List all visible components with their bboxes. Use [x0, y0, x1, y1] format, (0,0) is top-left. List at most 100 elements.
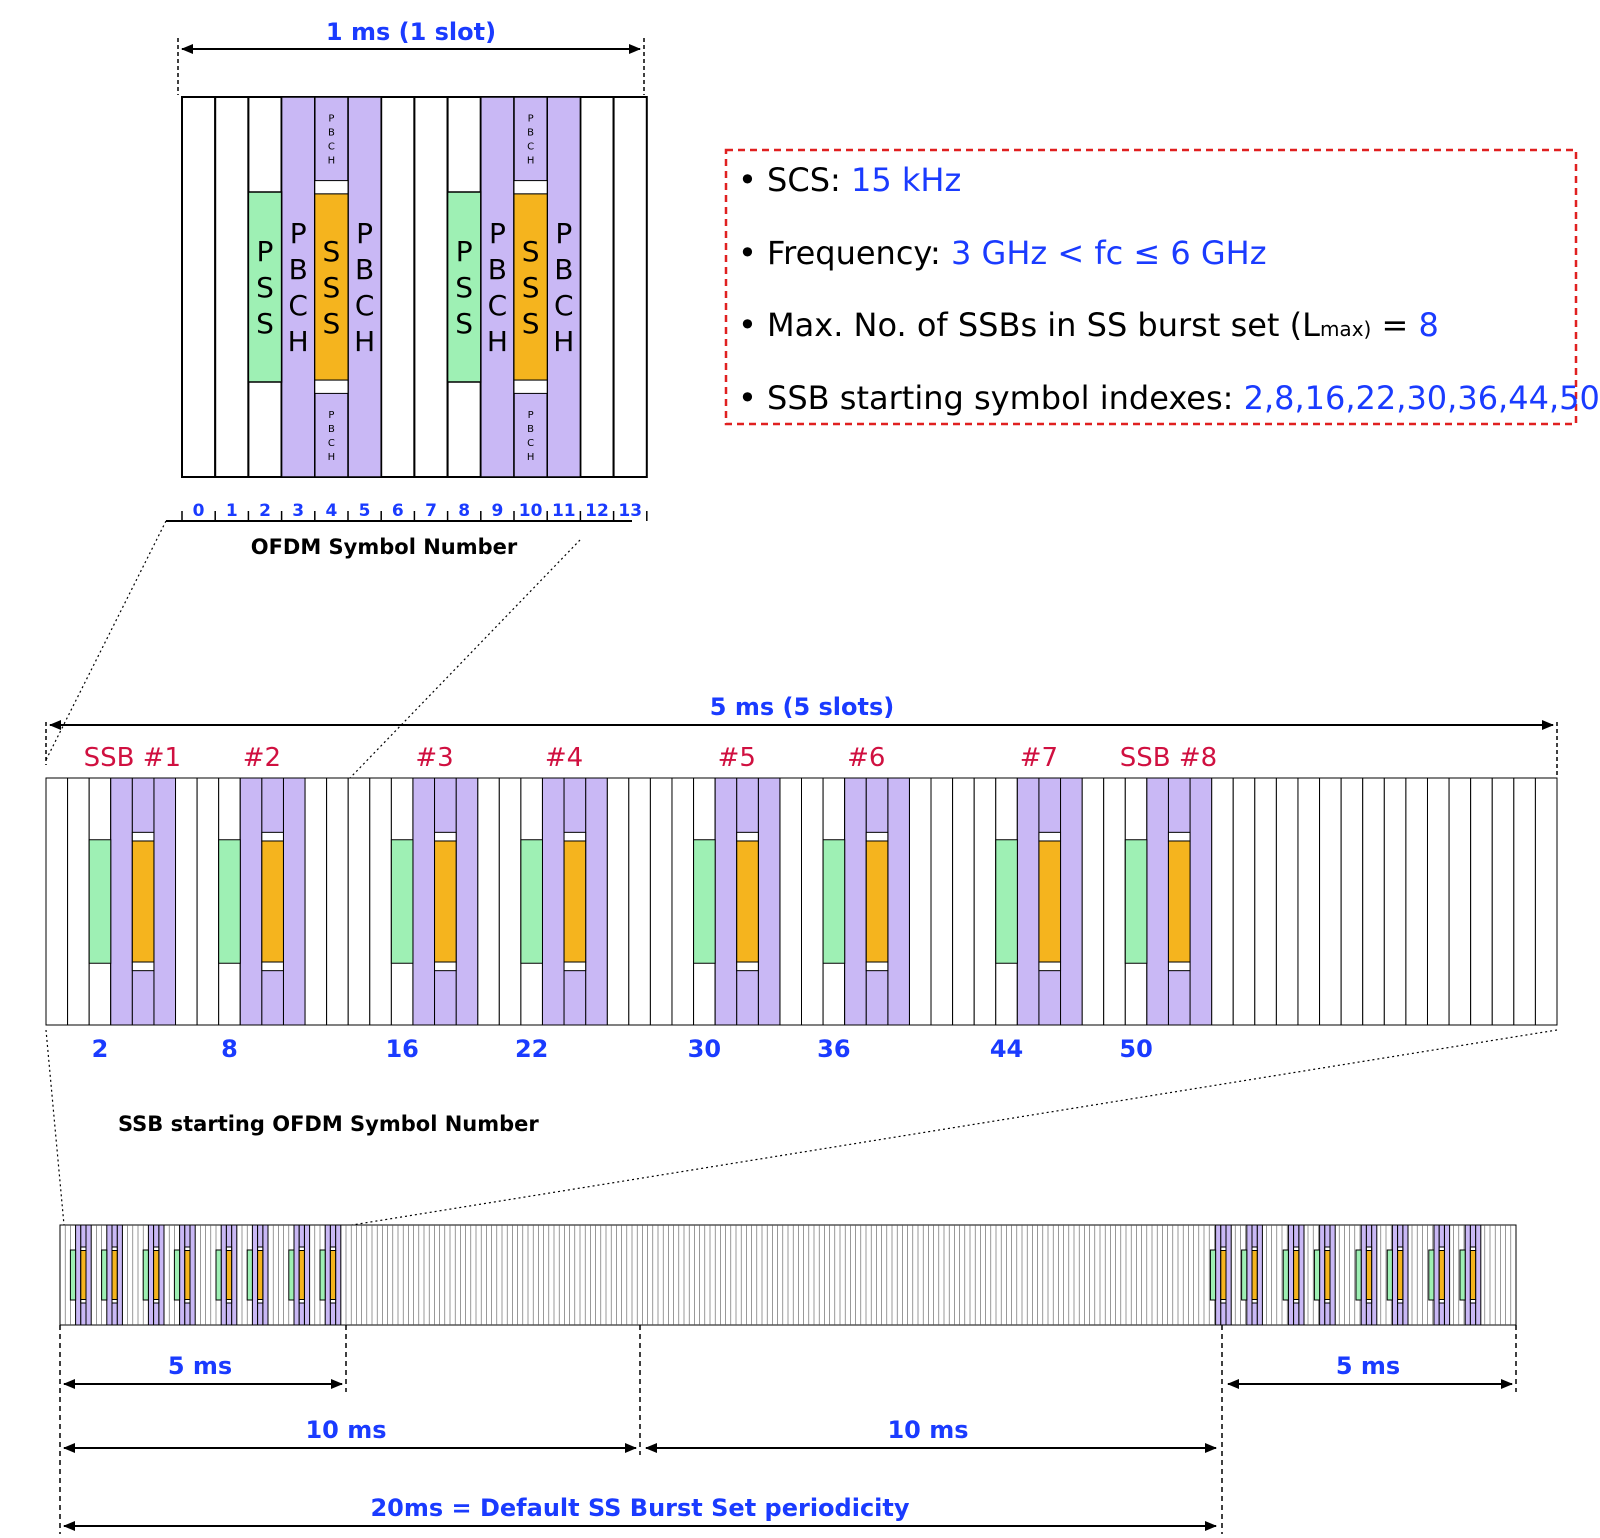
pbch-column: [1360, 1224, 1367, 1326]
pbch-column: [1225, 1224, 1232, 1326]
guard-band: [1251, 1246, 1258, 1251]
guard-band: [1365, 1246, 1373, 1251]
pbch-column: [1391, 1224, 1399, 1326]
guard-band: [298, 1246, 305, 1251]
pbch-label-char: H: [487, 325, 508, 358]
guard-band: [1469, 1246, 1477, 1251]
ofdm-symbol: [45, 777, 69, 1026]
pbch-column: [116, 1224, 123, 1326]
sss-block: [865, 840, 889, 963]
symbol-number-label: 12: [585, 501, 609, 521]
ssb-label: #3: [415, 743, 453, 773]
info-item-scs: • SCS: 15 kHz: [738, 161, 961, 199]
pbch-column: [1189, 777, 1213, 1026]
pbch-column: [546, 96, 582, 478]
ssb-start-label: 36: [817, 1035, 850, 1063]
sss-block: [257, 1250, 264, 1300]
ssb-start-label: 8: [221, 1035, 238, 1063]
pbch-small-label-char: C: [527, 438, 534, 449]
ofdm-symbol: [1491, 777, 1515, 1026]
pbch-column: [251, 1224, 259, 1326]
ofdm-symbol: [973, 777, 997, 1026]
pbch-column: [1256, 1224, 1263, 1326]
ssb-label: #4: [545, 743, 583, 773]
ofdm-symbol: [1340, 777, 1364, 1026]
pbch-small-label-char: H: [328, 452, 336, 463]
pbch-column: [1433, 1224, 1440, 1326]
guard-band: [563, 961, 587, 972]
guard-band: [434, 961, 457, 972]
guard-band: [225, 1299, 233, 1304]
pbch-small-label-char: C: [328, 438, 335, 449]
guard-band: [1038, 831, 1062, 842]
pbch-column: [179, 1224, 186, 1326]
pbch-column: [231, 1224, 238, 1326]
ssb-labels: SSB #1 #2 #3 #4 #5 #6 #7 SSB #8: [84, 743, 1218, 773]
guard-band: [257, 1299, 264, 1304]
ofdm-symbol: [1297, 777, 1321, 1026]
guard-band: [314, 180, 349, 195]
pbch-label-char: B: [488, 253, 507, 286]
guard-band: [111, 1246, 118, 1251]
pss-block: [446, 191, 482, 383]
pbch-column: [714, 777, 738, 1026]
sss-label-char: S: [323, 307, 341, 340]
period-5ms-label-second: 5 ms: [1336, 1352, 1400, 1380]
pss-block: [319, 1249, 326, 1301]
guard-band: [736, 961, 759, 972]
guard-band: [736, 831, 759, 842]
sss-block: [1438, 1250, 1445, 1300]
symbol-number-label: 10: [519, 501, 543, 521]
sss-label-char: S: [522, 307, 540, 340]
pss-block: [693, 839, 716, 964]
guard-band: [153, 1299, 160, 1304]
sss-block: [225, 1250, 233, 1300]
ssb-label: #7: [1020, 743, 1058, 773]
ofdm-symbol: [380, 96, 416, 478]
sss-block: [1167, 840, 1191, 963]
guard-band: [298, 1299, 305, 1304]
info-item-frequency: • Frequency: 3 GHz < fc ≤ 6 GHz: [738, 234, 1267, 272]
ssb-start-symbol-labels: 2 8 16 22 30 36 44 50: [92, 1035, 1153, 1063]
symbol-number-label: 1: [226, 501, 238, 521]
sss-label-char: S: [522, 235, 540, 268]
pbch-small-label-char: P: [328, 113, 334, 124]
guard-band: [1438, 1299, 1445, 1304]
pss-block: [246, 1249, 253, 1301]
guard-band: [261, 831, 284, 842]
guard-band: [1220, 1299, 1227, 1304]
slot-symbol-grid: PSSPBCHSSSPBCHPBCHPBCHPSSPBCHSSSPBCHPBCH…: [181, 96, 648, 478]
pbch-column: [335, 1224, 342, 1326]
ssb-start-label: 50: [1119, 1035, 1152, 1063]
guard-band: [1167, 831, 1191, 842]
sss-block: [736, 840, 759, 963]
pss-block: [1459, 1249, 1466, 1301]
guard-band: [1324, 1299, 1331, 1304]
ssb-label: SSB #1: [84, 743, 181, 773]
burst-symbol-grid: [45, 777, 1558, 1026]
pbch-column: [147, 1224, 155, 1326]
pbch-small-label-char: P: [528, 410, 534, 421]
ofdm-symbol: [304, 777, 328, 1026]
pbch-column: [280, 96, 316, 478]
pbch-column: [282, 777, 306, 1026]
periodicity-label: 20ms = Default SS Burst Set periodicity: [370, 1494, 909, 1522]
ssb-label: #5: [718, 743, 756, 773]
pss-block: [173, 1249, 181, 1301]
pbch-column: [106, 1224, 113, 1326]
ofdm-symbol: [1211, 777, 1234, 1026]
pss-block: [1241, 1249, 1248, 1301]
pbch-column: [324, 1224, 331, 1326]
pbch-label-char: P: [489, 217, 506, 250]
pss-label-char: S: [256, 271, 274, 304]
pbch-small-label-char: B: [527, 424, 534, 435]
guard-band: [1293, 1246, 1300, 1251]
sss-block: [131, 840, 155, 963]
slot-symbol-axis: 0 1 2 3 4 5 6 7 8 9 10 11 12 13: [181, 501, 648, 521]
pss-block: [142, 1249, 149, 1301]
period-10ms-label-second: 10 ms: [887, 1416, 968, 1444]
